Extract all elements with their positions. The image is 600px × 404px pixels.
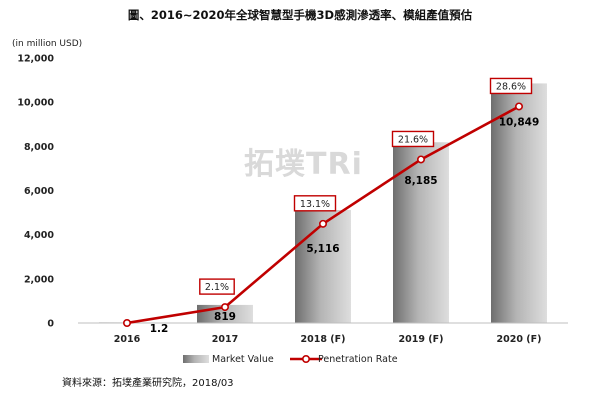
penetration-line-series <box>123 102 523 327</box>
legend-marker-penetration-rate <box>301 354 310 363</box>
chart-title: 圖、2016~2020年全球智慧型手機3D感測滲透率、模組產值預估 <box>128 8 473 22</box>
bar-value-label: 819 <box>214 311 236 323</box>
y-tick-label: 8,000 <box>24 142 54 153</box>
legend-label-market-value: Market Value <box>212 354 274 365</box>
y-tick-label: 2,000 <box>24 274 54 285</box>
x-tick-label: 2016 <box>114 334 141 345</box>
penetration-rate-point <box>221 303 230 312</box>
penetration-rate-point <box>416 155 425 164</box>
y-axis-unit-label: (in million USD) <box>12 39 82 49</box>
y-tick-label: 4,000 <box>24 230 54 241</box>
x-axis-ticks: 2016 2017 2018 (F) 2019 (F) 2020 (F) <box>114 334 542 345</box>
penetration-rate-point <box>318 219 327 228</box>
y-tick-label: 12,000 <box>17 54 54 65</box>
bar-market-value <box>295 210 351 323</box>
bar-value-label: 1.2 <box>150 323 169 335</box>
bar-value-label: 8,185 <box>404 175 437 187</box>
bar-market-value <box>491 83 547 324</box>
legend: Market Value Penetration Rate <box>183 354 398 365</box>
rate-label: 13.1% <box>300 199 330 210</box>
source-note: 資料來源：拓墣產業研究院，2018/03 <box>62 376 234 389</box>
rate-label-box <box>489 77 533 95</box>
bar-value-label: 10,849 <box>499 116 540 128</box>
bar-value-labels: 1.2 819 5,116 8,185 10,849 <box>150 116 540 335</box>
x-tick-label: 2017 <box>212 334 238 345</box>
y-tick-label: 10,000 <box>17 98 54 109</box>
y-tick-label: 6,000 <box>24 186 54 197</box>
legend-swatch-market-value <box>183 355 209 363</box>
x-tick-label: 2019 (F) <box>399 334 444 345</box>
rate-label: 2.1% <box>205 282 229 293</box>
x-tick-label: 2020 (F) <box>497 334 542 345</box>
rate-label-box <box>199 278 235 295</box>
y-axis-ticks: 0 2,000 4,000 6,000 8,000 10,000 12,000 <box>17 54 54 330</box>
legend-label-penetration-rate: Penetration Rate <box>318 354 398 365</box>
bar-value-label: 5,116 <box>306 243 339 255</box>
bar-market-value <box>393 142 449 323</box>
penetration-rate-point <box>514 102 523 111</box>
x-tick-label: 2018 (F) <box>301 334 346 345</box>
rate-label-box <box>293 195 337 212</box>
rate-label-box <box>391 130 435 148</box>
rate-label: 21.6% <box>398 134 428 145</box>
rate-labels: 2.1% 13.1% 21.6% 28.6% <box>199 77 533 295</box>
y-tick-label: 0 <box>47 319 54 330</box>
rate-label: 28.6% <box>496 81 526 92</box>
watermark-logo: 拓墣TRi <box>244 147 363 182</box>
penetration-rate-point <box>123 318 132 327</box>
